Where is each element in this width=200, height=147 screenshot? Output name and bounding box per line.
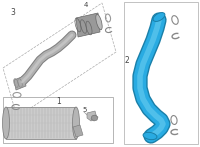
Text: 4: 4	[84, 2, 88, 8]
Ellipse shape	[72, 107, 80, 139]
Polygon shape	[73, 125, 83, 137]
Ellipse shape	[143, 132, 157, 140]
Ellipse shape	[3, 107, 10, 139]
Text: 2: 2	[125, 56, 129, 65]
Text: 3: 3	[11, 7, 15, 16]
Text: 5: 5	[82, 107, 86, 113]
Ellipse shape	[96, 14, 102, 30]
Polygon shape	[14, 76, 26, 90]
Polygon shape	[91, 115, 98, 121]
Polygon shape	[87, 111, 97, 121]
Polygon shape	[76, 13, 100, 37]
FancyBboxPatch shape	[6, 107, 76, 139]
Text: 1: 1	[57, 96, 61, 106]
Ellipse shape	[153, 12, 165, 21]
